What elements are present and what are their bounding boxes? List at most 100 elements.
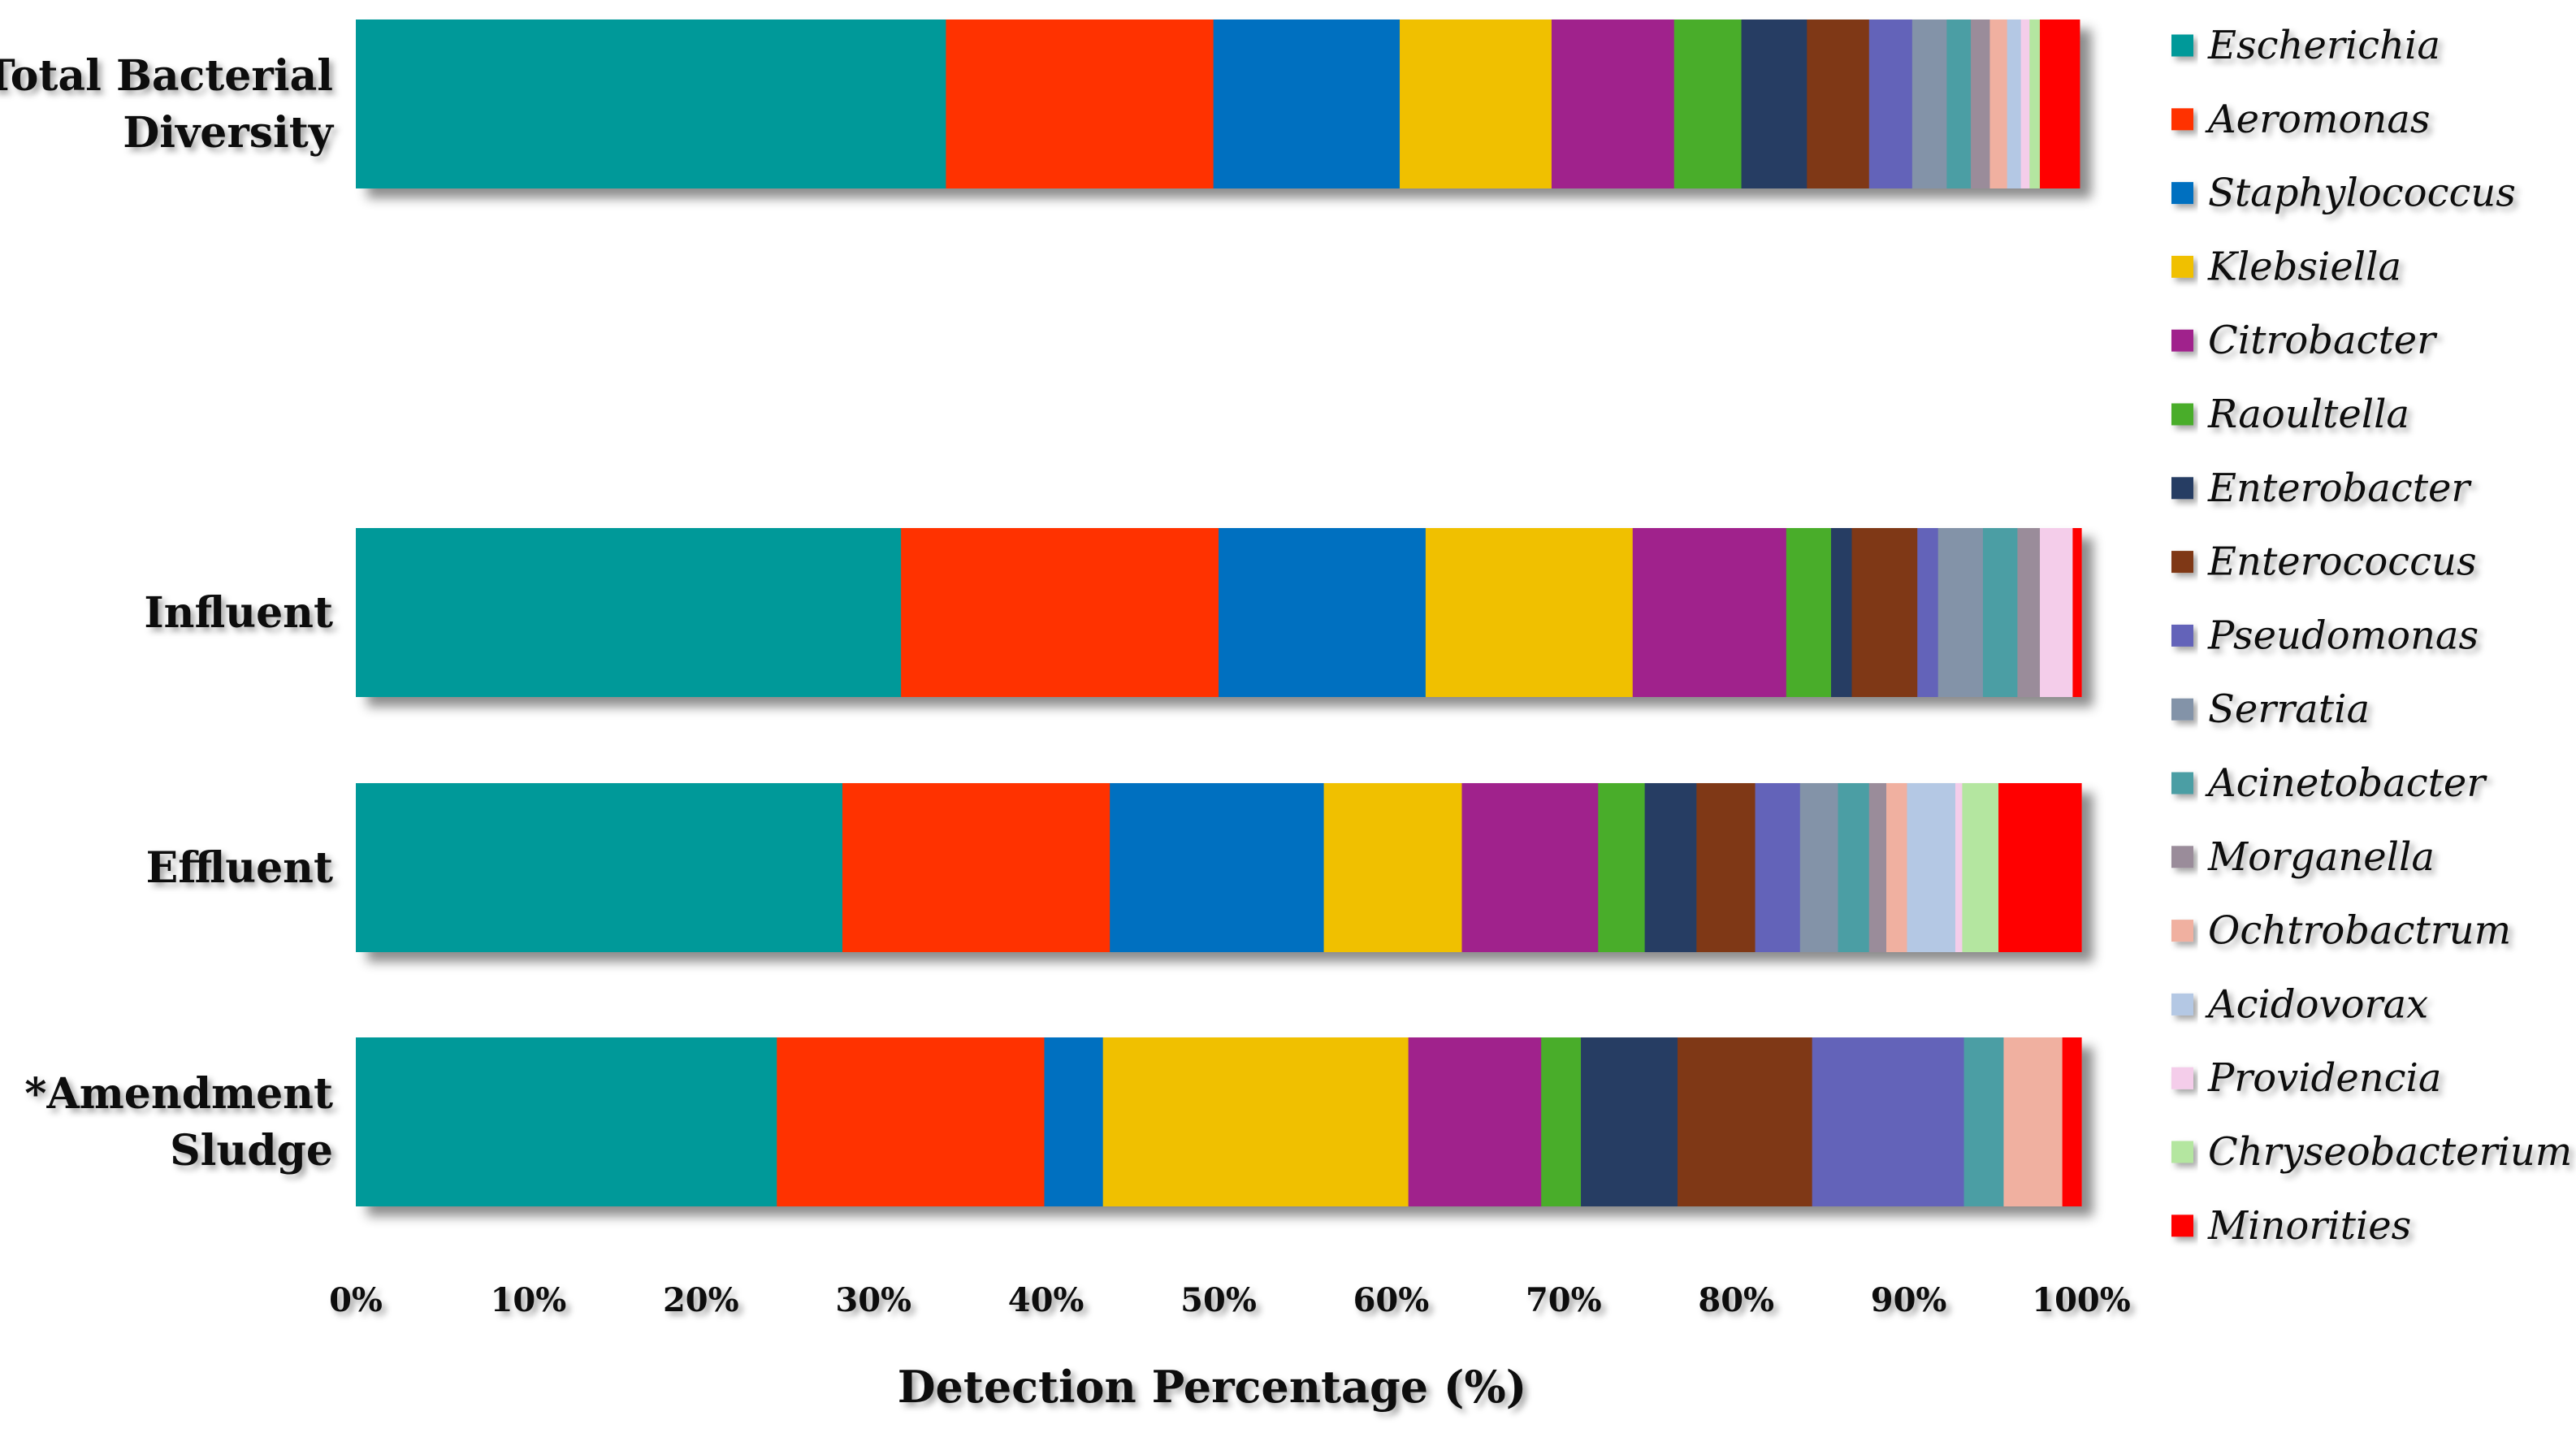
- legend-label-pseudomonas: Pseudomonas: [2207, 613, 2479, 658]
- legend-label-ochtrobactrum: Ochtrobactrum: [2208, 908, 2511, 954]
- x-tick-label: 10%: [491, 1281, 567, 1319]
- segment-influent-klebsiella: [1425, 528, 1634, 697]
- segment-total-bacterial-diversity-pseudomonas: [1868, 19, 1913, 188]
- legend-item-klebsiella: Klebsiella: [2171, 244, 2401, 289]
- legend-item-citrobacter: Citrobacter: [2171, 318, 2438, 363]
- legend-label-acinetobacter: Acinetobacter: [2205, 760, 2487, 806]
- segment-amendment-sludge-ochtrobactrum: [2003, 1037, 2063, 1206]
- segment-amendment-sludge-staphylococcus: [1044, 1037, 1104, 1206]
- legend-label-enterobacter: Enterobacter: [2207, 466, 2472, 511]
- legend-item-minorities: Minorities: [2171, 1203, 2411, 1249]
- segment-total-bacterial-diversity-aeromonas: [946, 19, 1214, 188]
- segment-influent-raoultella: [1786, 528, 1832, 697]
- legend-label-providencia: Providencia: [2207, 1055, 2442, 1101]
- segment-influent-minorities: [2072, 528, 2082, 697]
- segment-total-bacterial-diversity-morganella: [1971, 19, 1991, 188]
- segment-influent-serratia: [1937, 528, 1984, 697]
- segment-amendment-sludge-minorities: [2062, 1037, 2082, 1206]
- segment-effluent-providencia: [1955, 783, 1963, 952]
- segment-amendment-sludge-enterococcus: [1677, 1037, 1813, 1206]
- segment-total-bacterial-diversity-serratia: [1911, 19, 1947, 188]
- x-tick-label: 50%: [1180, 1281, 1257, 1319]
- segment-total-bacterial-diversity-acidovorax: [2007, 19, 2022, 188]
- category-labels: Total Bacterial Diversity Influent Effluent…: [0, 51, 335, 1176]
- segment-influent-morganella: [2017, 528, 2041, 697]
- segment-total-bacterial-diversity-providencia: [2020, 19, 2030, 188]
- segment-total-bacterial-diversity-staphylococcus: [1213, 19, 1401, 188]
- segment-effluent-pseudomonas: [1755, 783, 1801, 952]
- x-tick-label: 70%: [1526, 1281, 1602, 1319]
- legend-swatch-enterobacter: [2171, 477, 2193, 500]
- segment-effluent-chryseobacterium: [1962, 783, 1999, 952]
- segment-total-bacterial-diversity-acinetobacter: [1946, 19, 1972, 188]
- legend-item-acinetobacter: Acinetobacter: [2171, 760, 2487, 806]
- segment-amendment-sludge-pseudomonas: [1812, 1037, 1965, 1206]
- legend-swatch-escherichia: [2171, 34, 2193, 57]
- segment-amendment-sludge-aeromonas: [777, 1037, 1046, 1206]
- x-tick-label: 90%: [1871, 1281, 1947, 1319]
- legend-label-klebsiella: Klebsiella: [2207, 244, 2401, 289]
- legend-swatch-citrobacter: [2171, 329, 2193, 352]
- legend-swatch-ochtrobactrum: [2171, 920, 2193, 942]
- legend-label-chryseobacterium: Chryseobacterium: [2208, 1129, 2572, 1175]
- segment-influent-escherichia: [356, 528, 902, 697]
- legend-swatch-klebsiella: [2171, 255, 2193, 278]
- bar-amendment-sludge: [356, 1037, 2082, 1206]
- segment-amendment-sludge-enterobacter: [1581, 1037, 1678, 1206]
- legend-swatch-chryseobacterium: [2171, 1141, 2193, 1163]
- segment-effluent-citrobacter: [1461, 783, 1599, 952]
- segment-amendment-sludge-acinetobacter: [1963, 1037, 2005, 1206]
- segment-total-bacterial-diversity-minorities: [2040, 19, 2080, 188]
- segment-total-bacterial-diversity-enterobacter: [1741, 19, 1808, 188]
- x-tick-label: 100%: [2032, 1281, 2131, 1319]
- legend-swatch-raoultella: [2171, 403, 2193, 426]
- segment-effluent-raoultella: [1598, 783, 1646, 952]
- category-label-influent-line-1: Influent: [144, 588, 333, 638]
- segment-amendment-sludge-citrobacter: [1408, 1037, 1542, 1206]
- bars-group: [356, 19, 2082, 1206]
- legend-item-raoultella: Raoultella: [2171, 392, 2409, 437]
- bar-effluent: [356, 783, 2082, 952]
- legend-label-serratia: Serratia: [2208, 686, 2370, 732]
- legend-label-aeromonas: Aeromonas: [2205, 97, 2431, 142]
- legend-swatch-morganella: [2171, 846, 2193, 868]
- segment-amendment-sludge-raoultella: [1541, 1037, 1582, 1206]
- segment-effluent-escherichia: [356, 783, 843, 952]
- legend-item-ochtrobactrum: Ochtrobactrum: [2171, 908, 2511, 954]
- legend-label-enterococcus: Enterococcus: [2207, 539, 2477, 585]
- segment-total-bacterial-diversity-enterococcus: [1807, 19, 1870, 188]
- segment-total-bacterial-diversity-klebsiella: [1400, 19, 1552, 188]
- x-axis-title: Detection Percentage (%): [898, 1361, 1527, 1413]
- legend-item-aeromonas: Aeromonas: [2171, 97, 2431, 142]
- legend-label-morganella: Morganella: [2207, 834, 2435, 880]
- segment-influent-providencia: [2040, 528, 2073, 697]
- segment-effluent-enterobacter: [1644, 783, 1697, 952]
- category-label-total-bacterial-diversity-line-1: Total Bacterial: [0, 51, 333, 101]
- segment-influent-enterobacter: [1831, 528, 1853, 697]
- segment-influent-citrobacter: [1632, 528, 1787, 697]
- legend-item-enterobacter: Enterobacter: [2171, 466, 2472, 511]
- x-axis-ticks: 0% 10% 20% 30% 40% 50% 60% 70% 80% 90% 100%: [329, 1281, 2131, 1319]
- legend-label-acidovorax: Acidovorax: [2205, 981, 2428, 1027]
- legend-item-chryseobacterium: Chryseobacterium: [2171, 1129, 2572, 1175]
- legend-item-enterococcus: Enterococcus: [2171, 539, 2477, 585]
- segment-effluent-ochtrobactrum: [1885, 783, 1908, 952]
- legend-item-providencia: Providencia: [2171, 1055, 2442, 1101]
- segment-effluent-morganella: [1868, 783, 1887, 952]
- segment-amendment-sludge-klebsiella: [1102, 1037, 1409, 1206]
- x-tick-label: 0%: [329, 1281, 383, 1319]
- legend-item-acidovorax: Acidovorax: [2171, 981, 2428, 1027]
- legend-item-escherichia: Escherichia: [2171, 23, 2440, 68]
- x-tick-label: 30%: [835, 1281, 911, 1319]
- segment-influent-aeromonas: [901, 528, 1219, 697]
- x-tick-label: 60%: [1353, 1281, 1430, 1319]
- x-tick-label: 40%: [1008, 1281, 1085, 1319]
- segment-effluent-acinetobacter: [1838, 783, 1870, 952]
- segment-total-bacterial-diversity-chryseobacterium: [2029, 19, 2041, 188]
- legend-swatch-staphylococcus: [2171, 182, 2193, 205]
- segment-influent-pseudomonas: [1917, 528, 1939, 697]
- x-tick-label: 80%: [1698, 1281, 1774, 1319]
- category-label-amendment-sludge-line-1: *Amendment: [24, 1069, 333, 1119]
- category-label-effluent-line-1: Effluent: [146, 843, 333, 893]
